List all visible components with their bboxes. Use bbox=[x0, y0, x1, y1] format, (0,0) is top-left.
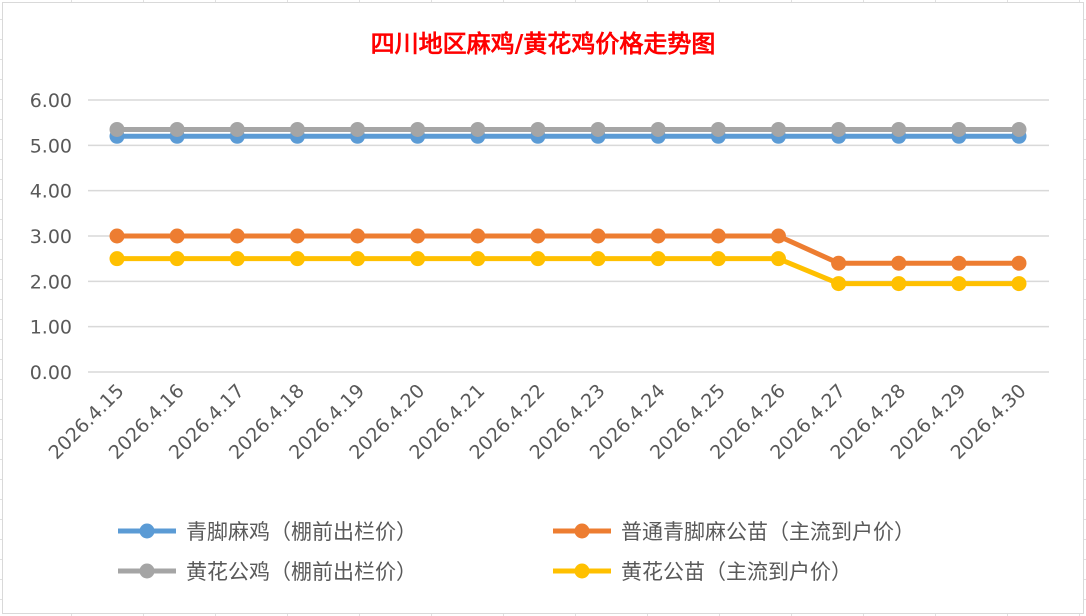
data-point bbox=[891, 255, 907, 271]
data-point bbox=[169, 251, 185, 267]
data-point bbox=[951, 255, 967, 271]
data-point bbox=[831, 121, 847, 137]
y-tick-label: 4.00 bbox=[30, 181, 72, 203]
data-point bbox=[710, 121, 726, 137]
data-point bbox=[831, 276, 847, 292]
series-line-3 bbox=[117, 256, 1019, 287]
data-point bbox=[951, 276, 967, 292]
data-point bbox=[1011, 255, 1027, 271]
data-point bbox=[710, 251, 726, 267]
chart-title: 四川地区麻鸡/黄花鸡价格走势图 bbox=[371, 29, 716, 58]
data-point bbox=[530, 121, 546, 137]
data-point bbox=[891, 121, 907, 137]
y-tick-label: 5.00 bbox=[30, 135, 72, 157]
data-point bbox=[410, 228, 426, 244]
data-point bbox=[770, 251, 786, 267]
data-point bbox=[229, 228, 245, 244]
data-point bbox=[951, 121, 967, 137]
data-point bbox=[650, 121, 666, 137]
series-line-1 bbox=[117, 233, 1019, 266]
data-point bbox=[831, 255, 847, 271]
data-point bbox=[289, 228, 305, 244]
legend-marker bbox=[139, 523, 155, 539]
data-point bbox=[530, 251, 546, 267]
legend-marker bbox=[139, 563, 155, 579]
data-point bbox=[350, 251, 366, 267]
data-point bbox=[590, 121, 606, 137]
data-point bbox=[229, 121, 245, 137]
legend-label: 普通青脚麻公苗（主流到户价） bbox=[621, 520, 915, 544]
data-point bbox=[410, 121, 426, 137]
y-tick-label: 0.00 bbox=[30, 362, 72, 384]
data-point bbox=[229, 251, 245, 267]
legend-marker bbox=[574, 563, 590, 579]
y-tick-label: 1.00 bbox=[30, 317, 72, 339]
data-point bbox=[1011, 121, 1027, 137]
legend-label: 黄花公苗（主流到户价） bbox=[621, 560, 852, 584]
y-tick-label: 6.00 bbox=[30, 90, 72, 112]
data-point bbox=[770, 121, 786, 137]
data-point bbox=[770, 228, 786, 244]
data-point bbox=[410, 251, 426, 267]
data-point bbox=[109, 121, 125, 137]
data-point bbox=[289, 251, 305, 267]
data-point bbox=[109, 228, 125, 244]
data-point bbox=[710, 228, 726, 244]
data-point bbox=[109, 251, 125, 267]
data-point bbox=[470, 228, 486, 244]
legend-label: 黄花公鸡（棚前出栏价） bbox=[186, 560, 417, 584]
data-point bbox=[470, 251, 486, 267]
data-point bbox=[530, 228, 546, 244]
y-tick-label: 3.00 bbox=[30, 226, 72, 248]
data-point bbox=[169, 121, 185, 137]
data-point bbox=[169, 228, 185, 244]
data-point bbox=[891, 276, 907, 292]
data-point bbox=[650, 228, 666, 244]
data-point bbox=[650, 251, 666, 267]
data-point bbox=[350, 228, 366, 244]
data-point bbox=[289, 121, 305, 137]
data-point bbox=[350, 121, 366, 137]
legend-label: 青脚麻鸡（棚前出栏价） bbox=[186, 520, 417, 544]
data-point bbox=[590, 228, 606, 244]
legend-marker bbox=[574, 523, 590, 539]
data-point bbox=[470, 121, 486, 137]
data-point bbox=[590, 251, 606, 267]
data-point bbox=[1011, 276, 1027, 292]
y-tick-label: 2.00 bbox=[30, 271, 72, 293]
